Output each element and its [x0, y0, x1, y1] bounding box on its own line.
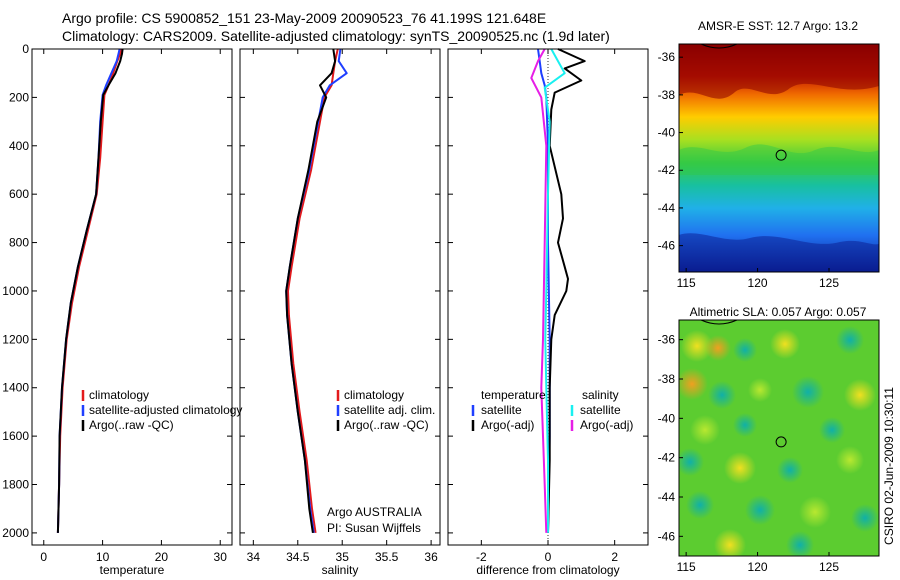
temperature-series-1 [56, 48, 121, 533]
legend-group-title: temperature [481, 388, 546, 402]
map-x-tick-label: 125 [819, 276, 839, 290]
map-x-tick-label: 120 [748, 276, 768, 290]
x-tick-label: 35.5 [375, 550, 399, 564]
x-tick-label: 10 [96, 550, 110, 564]
difference-series-3 [530, 48, 548, 533]
sst-map-axes: 115 120 125 -36 -38 -40 -42 -44 -46 [658, 43, 880, 290]
map-y-tick-label: -46 [658, 239, 676, 253]
x-tick-label: 2 [611, 550, 618, 564]
map-y-tick-label: -36 [658, 333, 676, 347]
pi-label: PI: Susan Wijffels [327, 521, 421, 535]
x-axis-label: temperature [100, 563, 165, 577]
sst-map-frame [678, 43, 880, 273]
x-tick-label: -2 [476, 550, 487, 564]
legend-entry: satellite [481, 403, 522, 417]
legend-entry: satellite adj. clim. [344, 403, 435, 417]
map-y-tick-label: -44 [658, 490, 676, 504]
x-tick-label: 0 [40, 550, 47, 564]
x-tick-label: 0 [545, 550, 552, 564]
salinity-panel: 34 34.5 35 35.5 36 salinity climatologysatelli… [239, 48, 441, 577]
temperature-panel: 0 10 20 30 temperature 0 200 400 600 800 1000 1200 1… [2, 42, 242, 577]
map-x-tick-label: 125 [819, 560, 839, 574]
sst-warm-band [679, 44, 879, 99]
legend-entry: climatology [89, 388, 149, 402]
sst-heatmap [679, 44, 879, 272]
salinity-plot-frame [239, 48, 441, 546]
sla-map-title: Altimetric SLA: 0.057 Argo: 0.057 [690, 305, 867, 319]
map-x-tick-label: 115 [677, 276, 696, 290]
salinity-series-2 [285, 48, 337, 534]
legend-entry: satellite-adjusted climatology [89, 403, 242, 417]
sst-map-title: AMSR-E SST: 12.7 Argo: 13.2 [698, 19, 858, 33]
map-x-tick-label: 120 [748, 560, 768, 574]
y-tick-label: 1200 [2, 332, 29, 346]
timestamp-label: CSIRO 02-Jun-2009 10:30:11 [882, 387, 896, 545]
coastline [700, 43, 738, 49]
y-tick-label: 800 [9, 236, 29, 250]
map-y-tick-label: -42 [658, 451, 676, 465]
y-tick-label: 1000 [2, 284, 29, 298]
x-tick-label: 36 [424, 550, 438, 564]
legend-entry: Argo(-adj) [481, 418, 534, 432]
difference-series-1 [547, 48, 586, 533]
argo-location-marker [775, 149, 787, 161]
y-tick-label: 400 [9, 139, 29, 153]
legend-entry: Argo(..raw -QC) [89, 418, 174, 432]
y-tick-label: 600 [9, 187, 29, 201]
y-tick-label: 1800 [2, 478, 29, 492]
x-tick-label: 30 [214, 550, 228, 564]
x-tick-label: 34.5 [286, 550, 310, 564]
x-tick-label: 35 [336, 550, 350, 564]
y-tick-label: 2000 [2, 526, 29, 540]
temperature-series-2 [56, 48, 124, 533]
map-y-tick-label: -38 [658, 372, 676, 386]
x-tick-label: 34 [247, 550, 261, 564]
map-x-tick-label: 115 [677, 560, 696, 574]
legend-entry: climatology [344, 388, 404, 402]
legend-entry: satellite [580, 403, 621, 417]
sla-heatmap [679, 320, 879, 556]
map-y-tick-label: -40 [658, 126, 676, 140]
coastline [700, 319, 738, 325]
x-axis-label: difference from climatology [476, 563, 619, 577]
y-tick-label: 0 [22, 42, 29, 56]
map-y-tick-label: -44 [658, 201, 676, 215]
argo-location-marker [775, 436, 787, 448]
y-tick-label: 1600 [2, 429, 29, 443]
map-y-tick-label: -46 [658, 529, 676, 543]
institution-label: Argo AUSTRALIA [327, 505, 422, 519]
temperature-series-0 [56, 48, 123, 533]
difference-series-2 [543, 48, 566, 533]
temperature-plot-frame [31, 48, 233, 546]
y-tick-label: 1400 [2, 381, 29, 395]
map-y-tick-label: -36 [658, 50, 676, 64]
salinity-series-0 [287, 48, 339, 534]
sst-cold-band [679, 233, 879, 272]
map-y-tick-label: -40 [658, 411, 676, 425]
map-y-tick-label: -38 [658, 88, 676, 102]
header-line1: Argo profile: CS 5900852_151 23-May-2009… [62, 10, 546, 26]
x-axis-label: salinity [322, 563, 359, 577]
sla-map-frame [678, 319, 880, 557]
legend-group-title: salinity [582, 388, 619, 402]
sla-map-axes: 115 120 125 -36 -38 -40 -42 -44 -46 [658, 319, 880, 574]
x-tick-label: 20 [155, 550, 169, 564]
map-y-tick-label: -42 [658, 163, 676, 177]
legend-entry: Argo(-adj) [580, 418, 633, 432]
y-tick-label: 200 [9, 90, 29, 104]
legend-entry: Argo(..raw -QC) [344, 418, 429, 432]
header-line2: Climatology: CARS2009. Satellite-adjuste… [62, 28, 610, 44]
